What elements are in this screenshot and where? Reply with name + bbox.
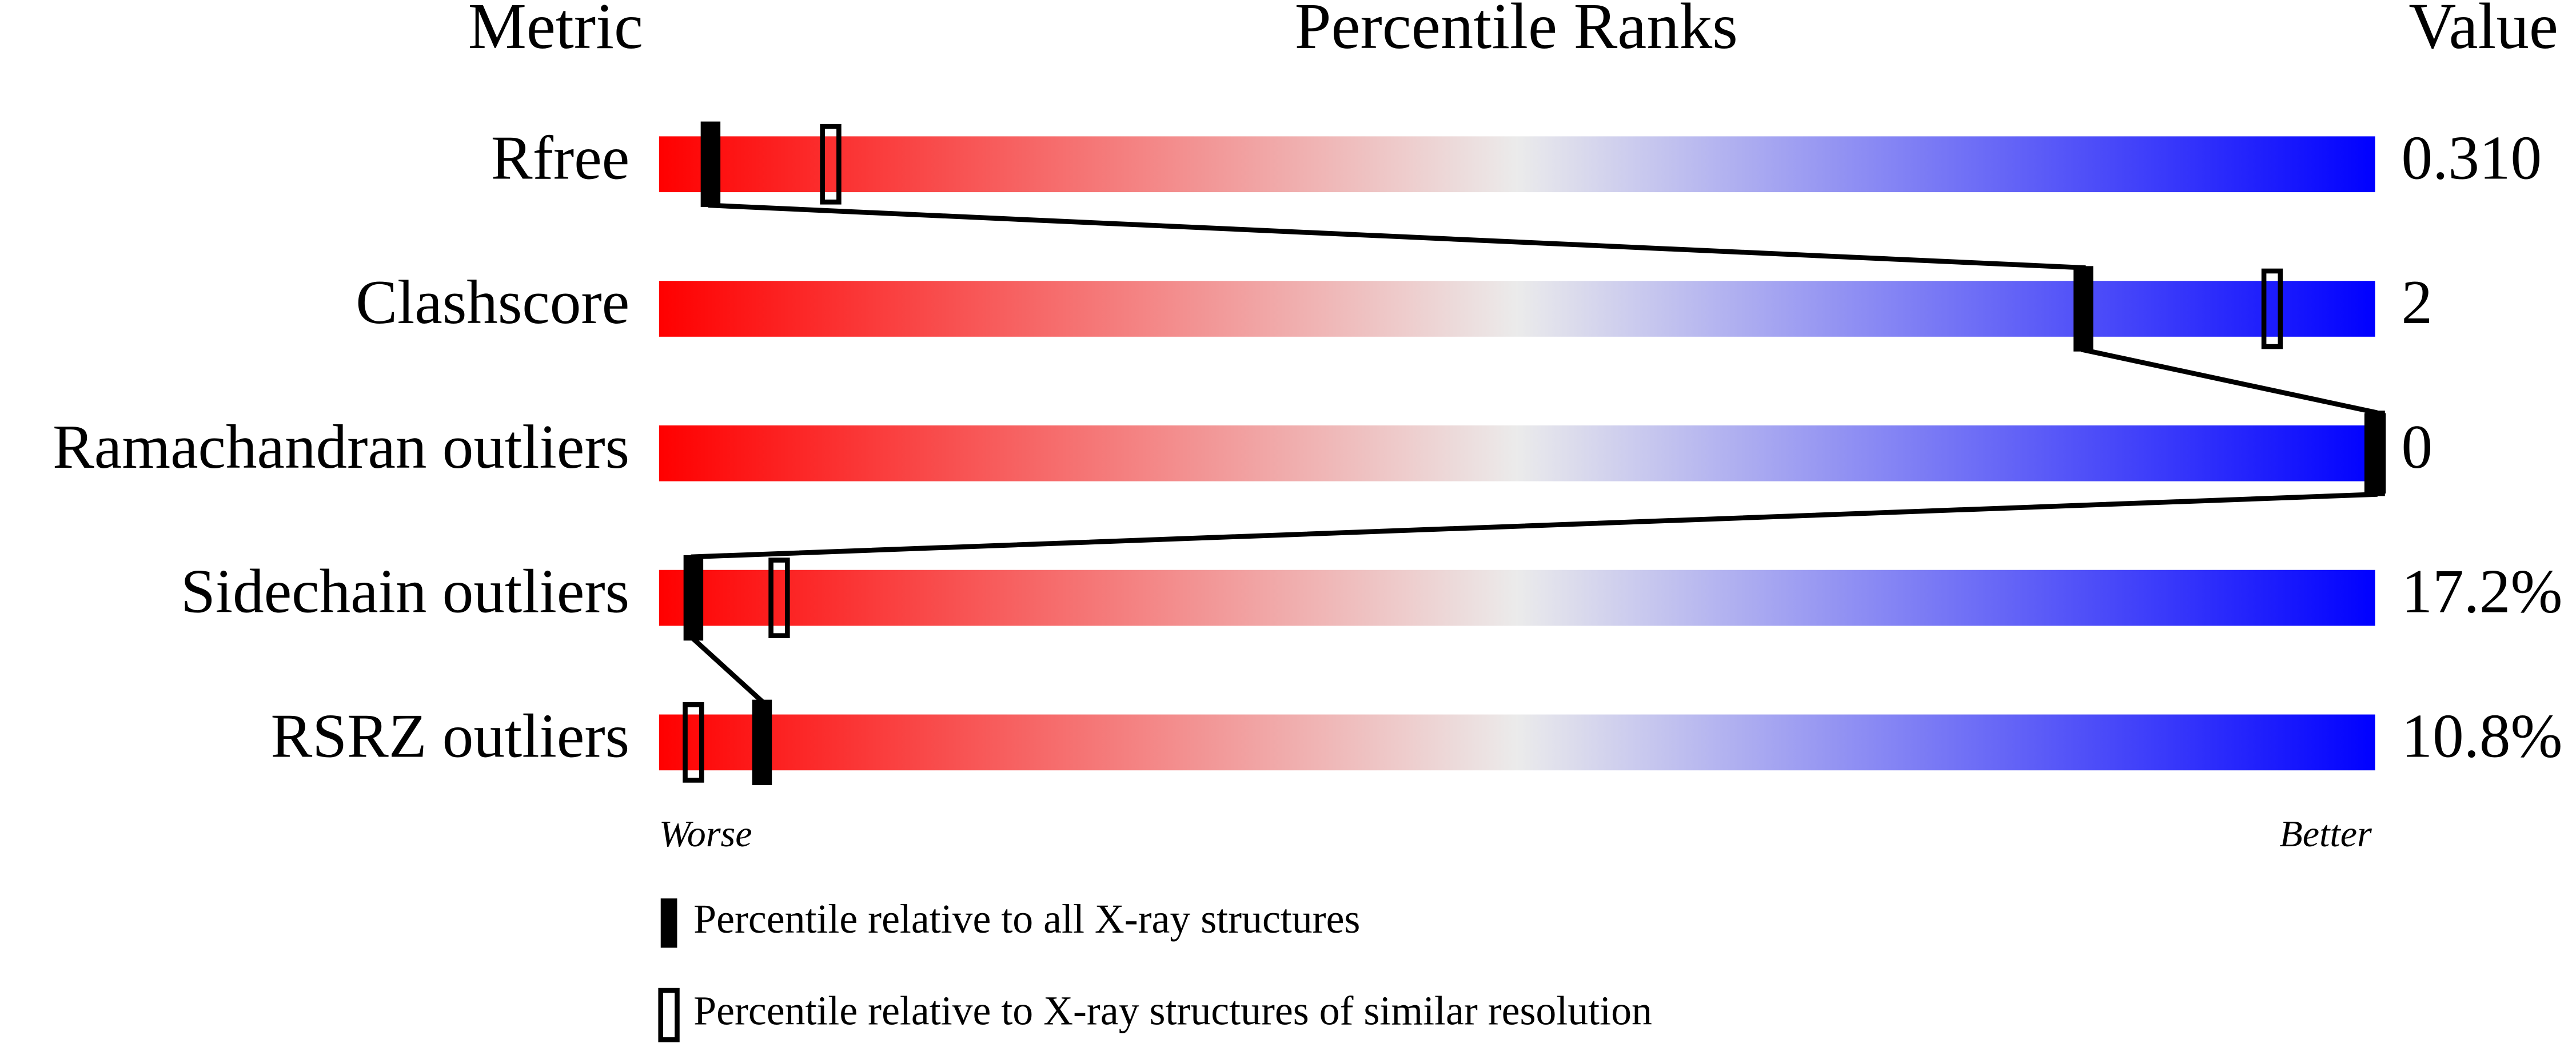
- percentile-bar: [659, 570, 2375, 626]
- percentile-marker-hollow: [683, 702, 704, 783]
- metric-label: Ramachandran outliers: [53, 412, 629, 481]
- column-header: Metric: [468, 0, 643, 62]
- legend-swatch: [658, 988, 680, 1042]
- percentile-marker-filled: [700, 121, 721, 207]
- percentile-bar: [659, 281, 2375, 337]
- metric-label: Rfree: [491, 123, 629, 192]
- column-header: Value: [2408, 0, 2558, 62]
- percentile-marker-filled: [2365, 411, 2385, 496]
- metric-label: RSRZ outliers: [271, 701, 630, 770]
- percentile-bar: [659, 425, 2375, 481]
- metric-value: 2: [2402, 268, 2433, 337]
- metric-value: 0: [2402, 412, 2433, 481]
- percentile-marker-hollow: [820, 124, 842, 205]
- better-label: Better: [2279, 813, 2372, 855]
- metric-value: 0.310: [2402, 123, 2542, 192]
- percentile-bar: [659, 136, 2375, 193]
- metric-value: 10.8%: [2402, 701, 2563, 770]
- metric-value: 17.2%: [2402, 557, 2563, 626]
- percentile-marker-hollow: [768, 558, 790, 638]
- worse-label: Worse: [659, 813, 752, 855]
- metric-label: Clashscore: [356, 268, 629, 337]
- percentile-marker-hollow: [2261, 268, 2283, 349]
- legend-label: Percentile relative to all X-ray structu…: [693, 896, 1360, 942]
- metric-label: Sidechain outliers: [181, 557, 629, 626]
- percentile-marker-filled: [2073, 266, 2094, 352]
- chart-title: Percentile Ranks: [1295, 0, 1738, 62]
- percentile-bar: [659, 714, 2375, 771]
- legend-label: Percentile relative to X-ray structures …: [693, 988, 1652, 1034]
- legend-swatch: [660, 898, 677, 948]
- percentile-marker-filled: [752, 699, 772, 786]
- percentile-marker-filled: [683, 555, 704, 641]
